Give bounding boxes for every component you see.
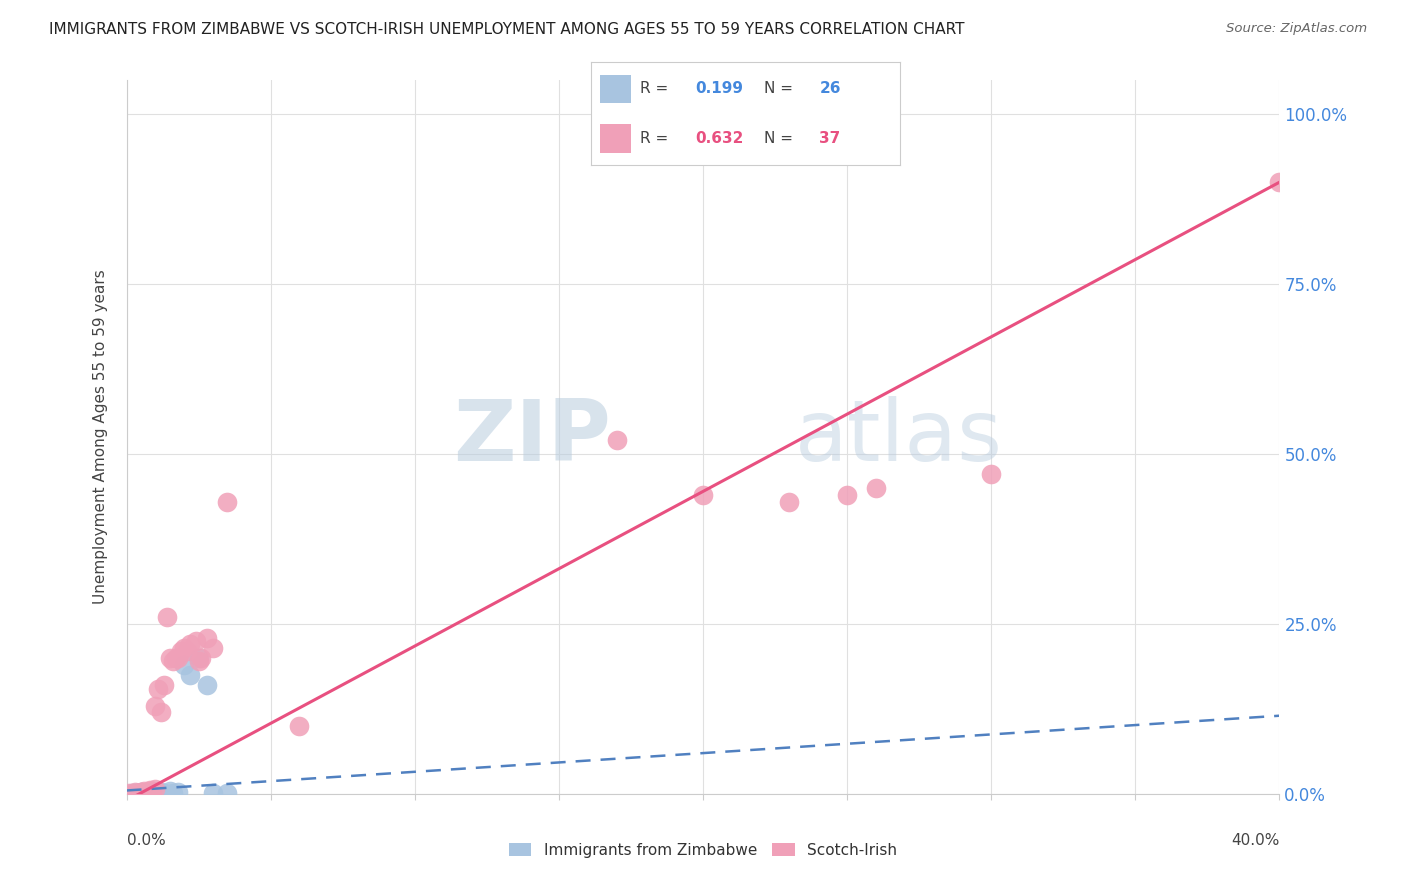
Point	[173, 640, 195, 655]
Point	[124, 786, 146, 800]
Point	[145, 785, 166, 799]
Point	[153, 678, 176, 692]
Point	[187, 654, 209, 668]
Text: atlas: atlas	[796, 395, 1004, 479]
Point	[135, 785, 157, 799]
Point	[835, 488, 858, 502]
Point	[132, 785, 155, 799]
Text: N =: N =	[763, 131, 797, 146]
Point	[1268, 175, 1291, 189]
Point	[127, 785, 149, 799]
Point	[202, 786, 225, 800]
Text: Source: ZipAtlas.com: Source: ZipAtlas.com	[1226, 22, 1367, 36]
Point	[148, 785, 170, 799]
Text: 0.199: 0.199	[696, 81, 744, 96]
Point	[167, 651, 190, 665]
Point	[195, 678, 218, 692]
Point	[692, 488, 714, 502]
Point	[145, 698, 166, 713]
Point	[118, 786, 141, 800]
Point	[190, 651, 212, 665]
Point	[184, 634, 207, 648]
Point	[156, 610, 179, 624]
Text: 0.632: 0.632	[696, 131, 744, 146]
Point	[195, 631, 218, 645]
Text: R =: R =	[640, 81, 673, 96]
Point	[176, 644, 198, 658]
Point	[162, 785, 184, 799]
Point	[129, 786, 152, 800]
Point	[145, 785, 166, 799]
Point	[167, 785, 190, 799]
Y-axis label: Unemployment Among Ages 55 to 59 years: Unemployment Among Ages 55 to 59 years	[93, 269, 108, 605]
Text: N =: N =	[763, 81, 797, 96]
Point	[779, 494, 801, 508]
Point	[150, 785, 173, 799]
Point	[141, 784, 163, 798]
Point	[132, 784, 155, 798]
Point	[121, 785, 143, 799]
Text: 40.0%: 40.0%	[1232, 833, 1279, 848]
Point	[127, 785, 149, 799]
Text: ZIP: ZIP	[453, 395, 610, 479]
Point	[980, 467, 1002, 482]
Legend: Immigrants from Zimbabwe, Scotch-Irish: Immigrants from Zimbabwe, Scotch-Irish	[509, 843, 897, 857]
Point	[148, 681, 170, 696]
Point	[217, 494, 239, 508]
Point	[170, 644, 193, 658]
Text: 0.0%: 0.0%	[127, 833, 166, 848]
Point	[124, 785, 146, 799]
Point	[124, 785, 146, 799]
Text: 26: 26	[820, 81, 841, 96]
Point	[179, 637, 201, 651]
Bar	[600, 75, 631, 103]
Point	[127, 786, 149, 800]
Point	[288, 719, 311, 733]
Point	[187, 651, 209, 665]
Point	[150, 706, 173, 720]
Point	[129, 785, 152, 799]
Point	[173, 657, 195, 672]
Point	[159, 651, 181, 665]
Point	[135, 786, 157, 800]
Text: 37: 37	[820, 131, 841, 146]
Text: IMMIGRANTS FROM ZIMBABWE VS SCOTCH-IRISH UNEMPLOYMENT AMONG AGES 55 TO 59 YEARS : IMMIGRANTS FROM ZIMBABWE VS SCOTCH-IRISH…	[49, 22, 965, 37]
Point	[141, 786, 163, 800]
Point	[135, 785, 157, 799]
Point	[138, 783, 160, 797]
Point	[165, 651, 187, 665]
Point	[202, 640, 225, 655]
Point	[129, 785, 152, 799]
Point	[153, 785, 176, 799]
Point	[145, 782, 166, 797]
Point	[138, 785, 160, 799]
Bar	[600, 124, 631, 153]
Point	[162, 654, 184, 668]
Point	[159, 784, 181, 798]
Point	[179, 668, 201, 682]
Point	[217, 785, 239, 799]
Point	[605, 434, 627, 448]
Point	[132, 785, 155, 799]
Point	[865, 481, 887, 495]
Text: R =: R =	[640, 131, 673, 146]
